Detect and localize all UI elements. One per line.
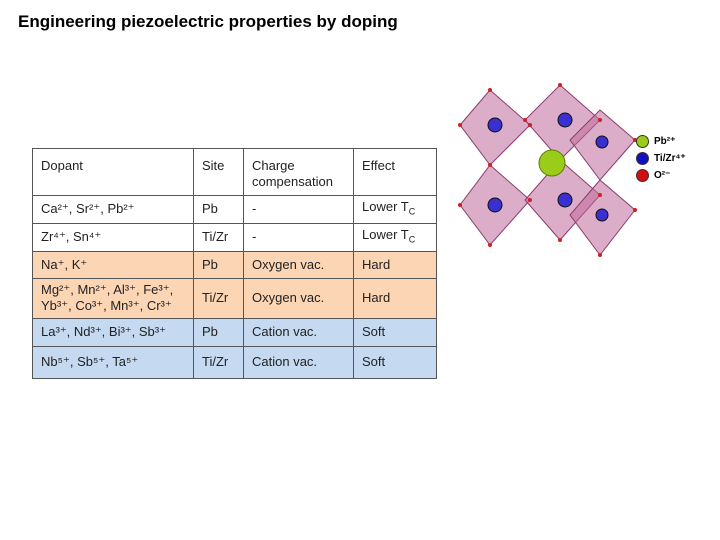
cell: Oxygen vac. (243, 277, 354, 319)
header-cell: Dopant (32, 148, 194, 196)
cell: Oxygen vac. (243, 250, 354, 279)
row: Na⁺, K⁺ Pb Oxygen vac. Hard (32, 250, 437, 279)
cell: Ti/Zr (193, 222, 244, 252)
header-cell: Charge compensation (243, 148, 354, 196)
cell: Soft (353, 345, 437, 379)
doping-table: Dopant Site Charge compensation Effect C… (32, 148, 437, 379)
header-cell: Effect (353, 148, 437, 196)
row: Ca²⁺, Sr²⁺, Pb²⁺ Pb - Lower TC (32, 195, 437, 224)
cell: Pb (193, 195, 244, 224)
cell: Ca²⁺, Sr²⁺, Pb²⁺ (32, 195, 194, 224)
cell: Lower TC (353, 195, 437, 224)
legend-label: Pb²⁺ (654, 136, 676, 148)
cell: Nb⁵⁺, Sb⁵⁺, Ta⁵⁺ (32, 345, 194, 379)
cell: Ti/Zr (193, 277, 244, 319)
cell: Soft (353, 317, 437, 347)
title: Engineering piezoelectric properties by … (18, 12, 398, 31)
cell: Pb (193, 317, 244, 347)
cell: Lower TC (353, 222, 437, 252)
perovskite-structure (458, 83, 637, 257)
cell: - (243, 222, 354, 252)
cell: Zr⁴⁺, Sn⁴⁺ (32, 222, 194, 252)
row: Mg²⁺, Mn²⁺, Al³⁺, Fe³⁺, Yb³⁺, Co³⁺, Mn³⁺… (32, 277, 437, 319)
legend-item: Ti/Zr⁴⁺ (636, 152, 686, 165)
cell: - (243, 195, 354, 224)
cell: Pb (193, 250, 244, 279)
cell-text: Lower T (362, 226, 409, 242)
header-cell: Site (193, 148, 244, 196)
row: Zr⁴⁺, Sn⁴⁺ Ti/Zr - Lower TC (32, 222, 437, 252)
legend-item: Pb²⁺ (636, 135, 675, 148)
cell: Mg²⁺, Mn²⁺, Al³⁺, Fe³⁺, Yb³⁺, Co³⁺, Mn³⁺… (32, 277, 194, 319)
legend-label: Ti/Zr⁴⁺ (654, 153, 686, 165)
legend-item: O²⁻ (636, 169, 670, 182)
cell: Hard (353, 250, 437, 279)
header-row: Dopant Site Charge compensation Effect (32, 148, 437, 196)
cell-sub: C (408, 234, 416, 245)
cell: Na⁺, K⁺ (32, 250, 194, 279)
row: La³⁺, Nd³⁺, Bi³⁺, Sb³⁺ Pb Cation vac. So… (32, 317, 437, 347)
row: Nb⁵⁺, Sb⁵⁺, Ta⁵⁺ Ti/Zr Cation vac. Soft (32, 345, 437, 379)
legend-label: O²⁻ (654, 170, 671, 182)
cell-sub: C (408, 206, 416, 217)
cell: Ti/Zr (193, 345, 244, 379)
cell: La³⁺, Nd³⁺, Bi³⁺, Sb³⁺ (32, 317, 194, 347)
cell: Cation vac. (243, 345, 354, 379)
cell: Cation vac. (243, 317, 354, 347)
cell: Hard (353, 277, 437, 319)
cell-text: Lower T (362, 199, 409, 214)
